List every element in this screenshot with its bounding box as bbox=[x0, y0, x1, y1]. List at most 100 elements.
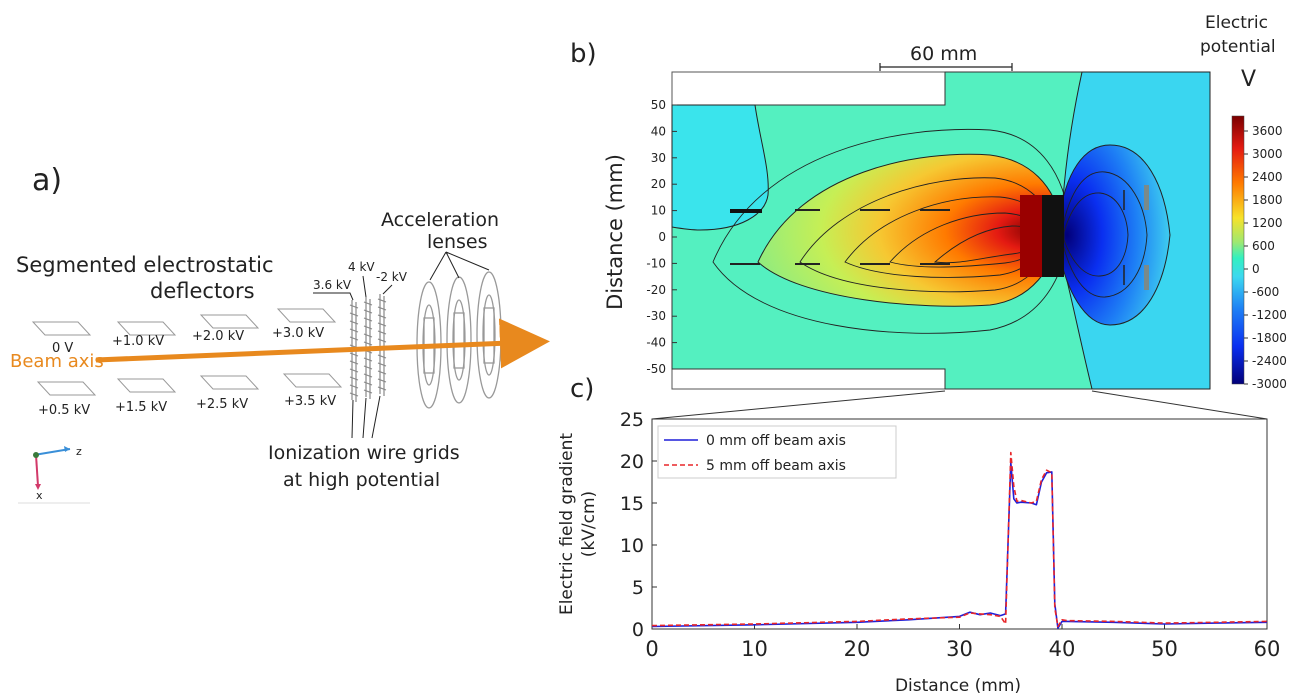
deflectors-title-line2: deflectors bbox=[150, 279, 255, 303]
y-tick-label: -20 bbox=[646, 283, 666, 297]
top-plate-labels: 0 V +1.0 kV +2.0 kV +3.0 kV bbox=[52, 326, 324, 356]
lenses-label-line2: lenses bbox=[427, 231, 488, 253]
bottom-deflector-plates bbox=[36, 373, 343, 396]
plot-x-label: Distance (mm) bbox=[895, 676, 1021, 696]
colorbar-unit: V bbox=[1241, 67, 1256, 92]
colorbar-tick-label: -600 bbox=[1252, 285, 1279, 299]
grid-voltage-labels: 3.6 kV 4 kV -2 kV bbox=[313, 260, 408, 301]
deflector-plate bbox=[199, 314, 260, 329]
y-tick-label: 10 bbox=[651, 204, 666, 218]
grid-voltage-leaders bbox=[313, 275, 393, 301]
legend-entry: 5 mm off beam axis bbox=[706, 458, 846, 474]
x-tick-label: 30 bbox=[946, 637, 973, 661]
colorbar-title-line2: potential bbox=[1200, 37, 1276, 57]
grid-voltage-label: 3.6 kV bbox=[313, 278, 352, 292]
deflector-plate bbox=[116, 321, 177, 336]
plate-voltage-label: +2.0 kV bbox=[192, 329, 244, 344]
plate-voltage-label: +3.0 kV bbox=[272, 326, 324, 341]
zoom-connector-right bbox=[1091, 390, 1268, 420]
colorbar-tick-label: 600 bbox=[1252, 239, 1275, 253]
panel-b: b) 60 mm bbox=[570, 13, 1287, 391]
colorbar-tick-label: -3000 bbox=[1252, 377, 1287, 391]
axis-x-label: x bbox=[36, 489, 43, 502]
legend-entry: 0 mm off beam axis bbox=[706, 433, 846, 449]
electrode bbox=[1020, 195, 1042, 277]
lenses-leaders bbox=[429, 251, 490, 281]
y-tick-label: 15 bbox=[620, 493, 644, 515]
y-tick-label: 10 bbox=[620, 535, 644, 557]
electrode bbox=[730, 209, 762, 213]
series-line bbox=[651, 451, 1268, 628]
plot-axes: 0 10 20 30 40 50 60 0 5 10 15 20 25 bbox=[620, 409, 1281, 661]
panel-b-label: b) bbox=[570, 39, 597, 69]
x-tick-label: 20 bbox=[844, 637, 871, 661]
deflector-plate bbox=[116, 378, 177, 393]
electrode bbox=[1042, 195, 1064, 277]
colorbar-tick-label: 1800 bbox=[1252, 193, 1283, 207]
y-tick-label: -10 bbox=[646, 256, 666, 270]
grids-label-line1: Ionization wire grids bbox=[268, 442, 460, 464]
colorbar-tick-label: 0 bbox=[1252, 262, 1260, 276]
y-tick-label: 0 bbox=[658, 230, 666, 244]
grids-leaders bbox=[351, 395, 381, 439]
panel-c: c) 0 10 20 30 40 50 60 0 5 10 15 20 25 0 mm off beam… bbox=[557, 374, 1280, 696]
y-tick-label: -30 bbox=[646, 309, 666, 323]
acceleration-lenses bbox=[416, 271, 502, 409]
plate-voltage-label: +1.5 kV bbox=[115, 400, 167, 415]
panel-a-label: a) bbox=[32, 163, 62, 198]
axis-z-label: z bbox=[76, 445, 82, 458]
y-tick-label: -40 bbox=[646, 336, 666, 350]
plot-y-label-line1: Electric field gradient bbox=[557, 433, 577, 615]
colorbar: Electric potential V 3600 3000 2400 1800 120… bbox=[1200, 13, 1287, 391]
beam-axis-label: Beam axis bbox=[10, 351, 104, 372]
plot-y-label-line2: (kV/cm) bbox=[579, 491, 599, 557]
top-deflector-plates bbox=[31, 308, 337, 336]
colorbar-title-line1: Electric bbox=[1205, 13, 1268, 33]
lenses-label-line1: Acceleration bbox=[381, 209, 499, 231]
colorbar-tick-label: 1200 bbox=[1252, 216, 1283, 230]
x-tick-label: 0 bbox=[645, 637, 658, 661]
x-tick-label: 50 bbox=[1151, 637, 1178, 661]
deflectors-title-line1: Segmented electrostatic bbox=[16, 253, 274, 277]
potential-contour-map bbox=[671, 71, 1211, 390]
colorbar-tick-label: 2400 bbox=[1252, 170, 1283, 184]
lens bbox=[446, 276, 472, 404]
plate-voltage-label: +2.5 kV bbox=[196, 397, 248, 412]
y-tick-label: 50 bbox=[651, 98, 666, 112]
plot-series bbox=[651, 451, 1268, 630]
y-tick-label: -50 bbox=[646, 362, 666, 376]
y-tick-label: 30 bbox=[651, 151, 666, 165]
deflector-plate bbox=[36, 381, 97, 396]
series-line bbox=[651, 461, 1268, 630]
lens bbox=[476, 271, 502, 399]
x-tick-label: 40 bbox=[1049, 637, 1076, 661]
grids-label-line2: at high potential bbox=[283, 469, 440, 491]
plot-legend: 0 mm off beam axis 5 mm off beam axis bbox=[657, 425, 897, 479]
deflector-plate bbox=[276, 308, 337, 323]
colorbar-gradient bbox=[1231, 115, 1245, 385]
contour-y-axis-label: Distance (mm) bbox=[603, 154, 627, 310]
colorbar-tick-label: 3600 bbox=[1252, 124, 1283, 138]
deflector-plate bbox=[199, 375, 260, 390]
coordinate-axes-icon: z x bbox=[18, 445, 90, 504]
y-tick-label: 40 bbox=[651, 124, 666, 138]
y-tick-label: 0 bbox=[632, 619, 644, 641]
colorbar-tick-label: 3000 bbox=[1252, 147, 1283, 161]
grid-voltage-label: -2 kV bbox=[376, 270, 408, 284]
plate-voltage-label: +3.5 kV bbox=[284, 394, 336, 409]
plate-voltage-label: +1.0 kV bbox=[112, 334, 164, 349]
plate-voltage-label: 0 V bbox=[52, 341, 73, 356]
y-tick-label: 5 bbox=[632, 577, 644, 599]
colorbar-tick-label: -2400 bbox=[1252, 354, 1287, 368]
x-tick-label: 10 bbox=[741, 637, 768, 661]
deflector-plate bbox=[282, 373, 343, 388]
colorbar-tick-label: -1200 bbox=[1252, 308, 1287, 322]
panel-c-label: c) bbox=[570, 374, 594, 404]
beam-axis-arrow bbox=[95, 318, 550, 369]
y-tick-label: 20 bbox=[651, 177, 666, 191]
scale-bar: 60 mm bbox=[879, 43, 1013, 71]
contour-y-axis: 50 40 30 20 10 0 -10 -20 -30 -40 -50 bbox=[646, 98, 677, 376]
y-tick-label: 25 bbox=[620, 409, 644, 431]
wire-grid bbox=[377, 294, 387, 396]
